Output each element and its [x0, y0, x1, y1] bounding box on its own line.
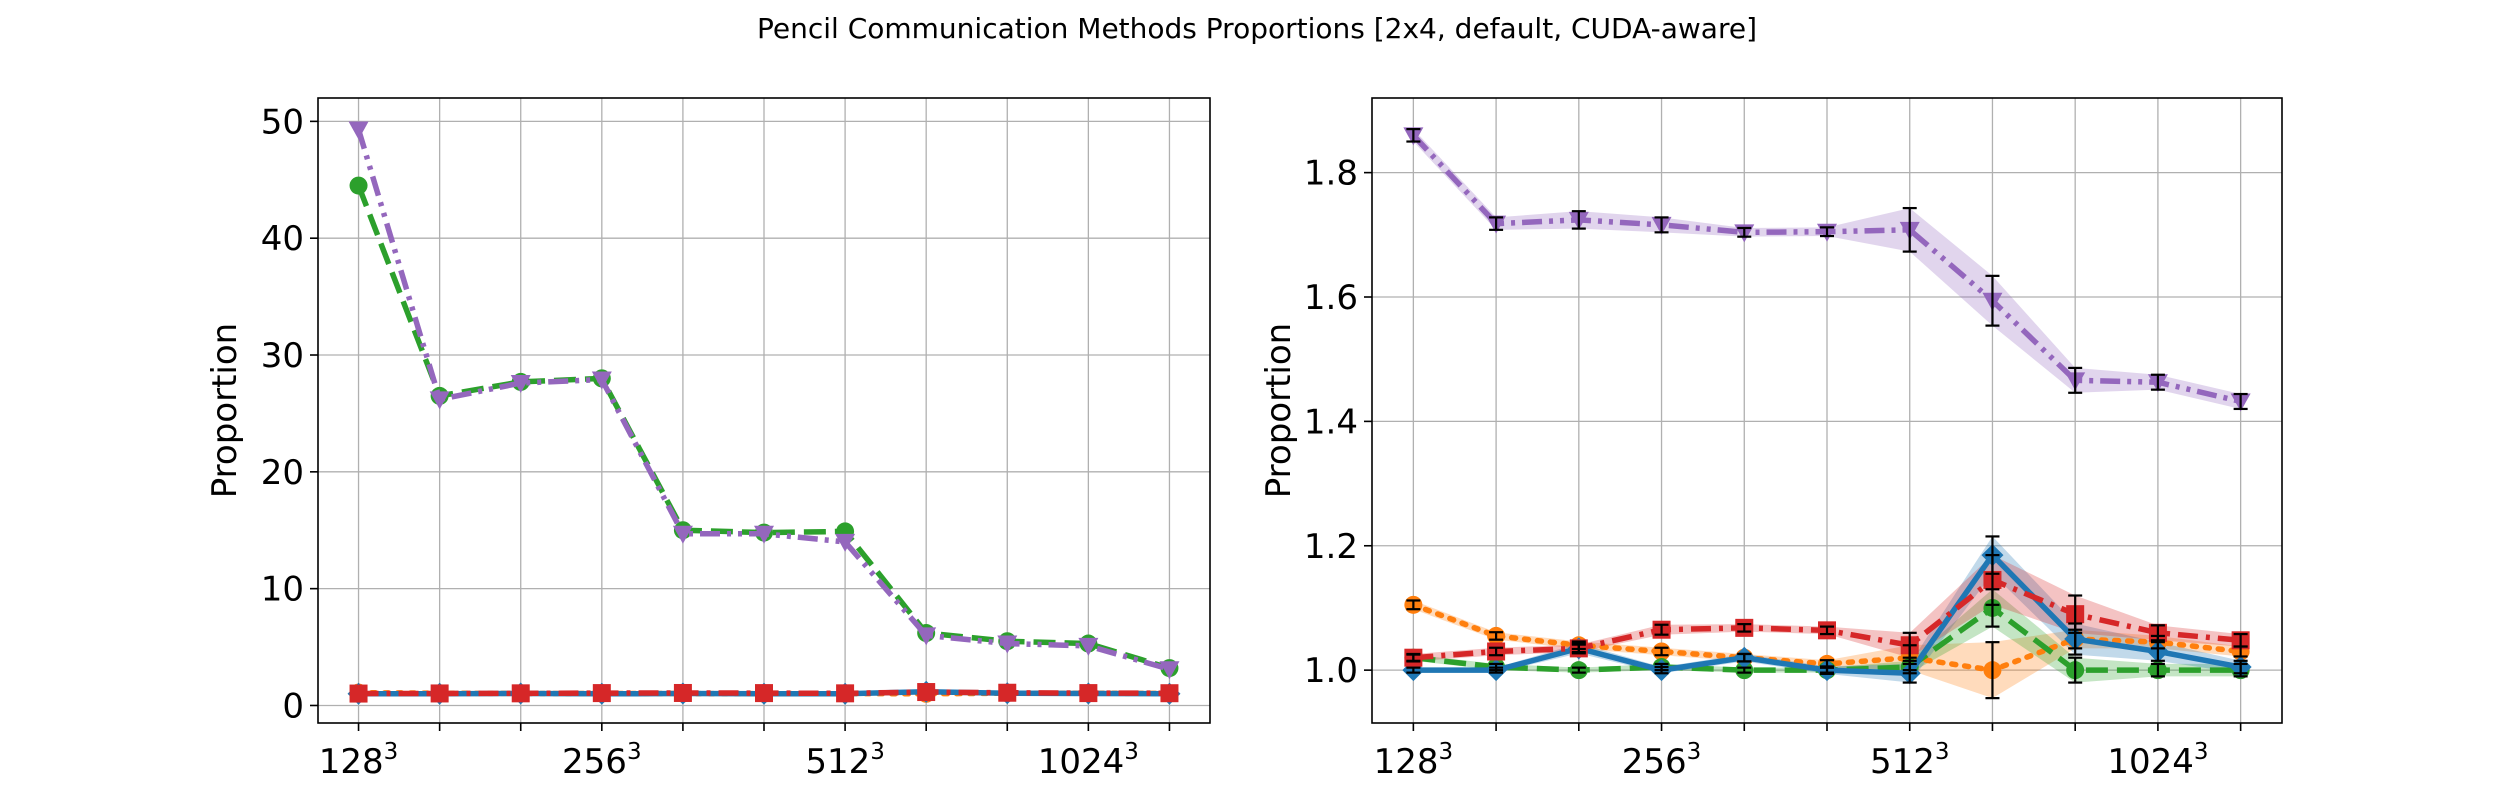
data-point — [349, 684, 368, 703]
y-tick-label: 1.4 — [1304, 402, 1358, 442]
data-point — [997, 635, 1018, 654]
data-point — [430, 684, 449, 703]
y-tick-label: 40 — [261, 219, 304, 259]
y-tick-label: 1.0 — [1304, 651, 1358, 691]
error-bars — [1406, 127, 2248, 700]
data-point — [998, 683, 1017, 702]
series-3 — [349, 683, 1179, 703]
x-tick-label: 10243 — [2107, 739, 2208, 782]
data-point — [836, 684, 855, 703]
data-point — [1079, 684, 1098, 703]
x-tick-label: 1283 — [1374, 739, 1454, 782]
x-tick-label: 10243 — [1038, 739, 1139, 782]
data-point — [673, 683, 692, 702]
data-point — [672, 525, 693, 544]
grid — [318, 98, 1210, 723]
series-5 — [348, 121, 1180, 680]
data-point — [835, 533, 856, 552]
y-tick-label: 20 — [261, 453, 304, 493]
x-tick-label: 2563 — [562, 739, 642, 782]
axis-ticks — [1364, 171, 2242, 731]
y-tick-label: 30 — [261, 336, 304, 376]
error-band — [1413, 555, 2241, 662]
x-tick-label: 1283 — [319, 739, 399, 782]
x-tick-label: 2563 — [1622, 739, 1702, 782]
data-point — [591, 371, 612, 390]
figure-title: Pencil Communication Methods Proportions… — [757, 12, 1757, 45]
data-point — [1078, 637, 1099, 656]
y-tick-label: 1.2 — [1304, 527, 1358, 567]
x-tick-label: 5123 — [805, 739, 885, 782]
data-point — [1160, 684, 1179, 703]
axis-ticks — [310, 120, 1171, 731]
y-axis-label: Proportion — [1259, 323, 1299, 498]
data-point — [592, 684, 611, 703]
data-point — [916, 627, 937, 646]
y-tick-label: 10 — [261, 570, 304, 610]
data-point — [510, 375, 531, 394]
data-point — [917, 683, 936, 702]
data-point — [349, 176, 368, 195]
data-point — [511, 684, 530, 703]
y-axis-label: Proportion — [205, 323, 245, 498]
y-tick-label: 1.8 — [1304, 154, 1358, 194]
series-line — [355, 184, 1171, 671]
y-tick-label: 50 — [261, 102, 304, 142]
data-point — [348, 121, 369, 140]
data-point — [754, 525, 774, 544]
y-tick-label: 0 — [282, 686, 304, 726]
data-point — [429, 391, 450, 410]
x-tick-label: 5123 — [1870, 739, 1950, 782]
right-chart-panel: 1.0 1.2 1.4 1.6 1.8 1283 2563 5123 10243 Proporti… — [1259, 97, 2283, 782]
data-point — [755, 684, 773, 703]
y-tick-label: 1.6 — [1304, 278, 1358, 318]
left-chart-panel: 0 10 20 30 40 50 1283 2563 5123 10243 Proportion — [205, 97, 1211, 782]
data-point — [1159, 661, 1180, 680]
